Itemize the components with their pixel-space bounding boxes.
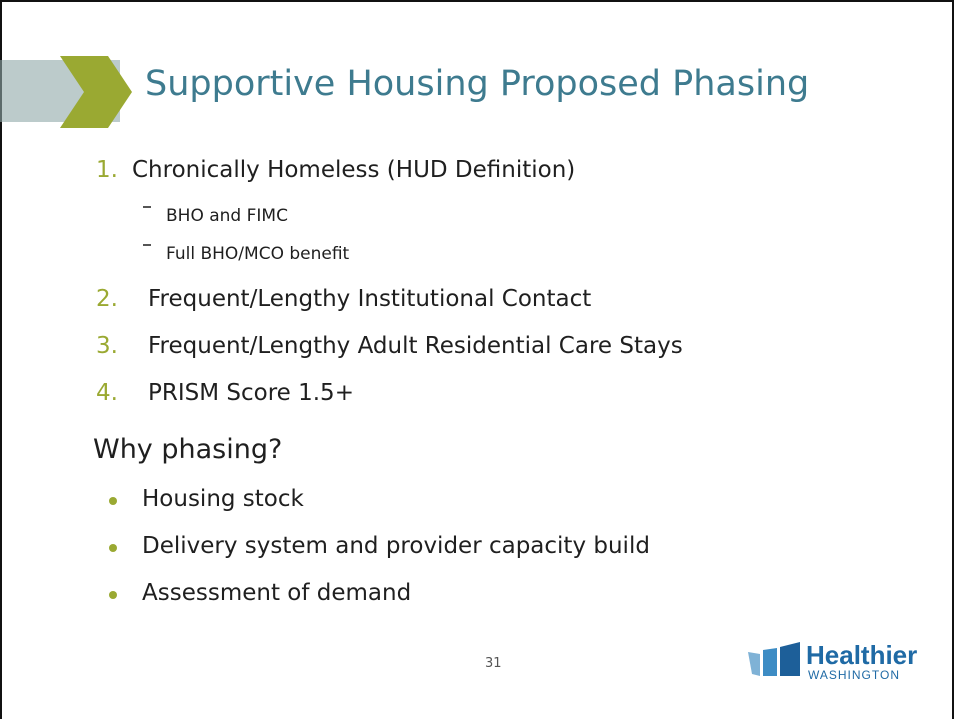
list-item: Chronically Homeless (HUD Definition) <box>132 157 576 183</box>
reason: Delivery system and provider capacity bu… <box>142 533 650 559</box>
sub-bullet <box>143 206 151 208</box>
logo-subtitle: WASHINGTON <box>808 668 901 682</box>
reason: Housing stock <box>142 486 304 512</box>
bullet <box>109 591 117 599</box>
list-item: Frequent/Lengthy Adult Residential Care … <box>148 333 683 359</box>
list-number: 1. <box>96 157 118 183</box>
title: Supportive Housing Proposed Phasing <box>145 64 810 104</box>
logo-name: Healthier <box>806 640 918 670</box>
list-item: Frequent/Lengthy Institutional Contact <box>148 286 592 312</box>
logo-icon <box>748 642 800 676</box>
bullet <box>109 544 117 552</box>
reason: Assessment of demand <box>142 580 412 606</box>
list-item: PRISM Score 1.5+ <box>148 380 354 406</box>
bullet <box>109 497 117 505</box>
heading: Why phasing? <box>93 434 283 465</box>
list-number: 2. <box>96 286 118 312</box>
page-number: 31 <box>485 656 502 671</box>
sub-bullet <box>143 244 151 246</box>
sub-item: BHO and FIMC <box>166 206 288 226</box>
title-chevron <box>0 56 132 128</box>
list-number: 4. <box>96 380 118 406</box>
sub-item: Full BHO/MCO benefit <box>166 244 350 264</box>
list-number: 3. <box>96 333 118 359</box>
